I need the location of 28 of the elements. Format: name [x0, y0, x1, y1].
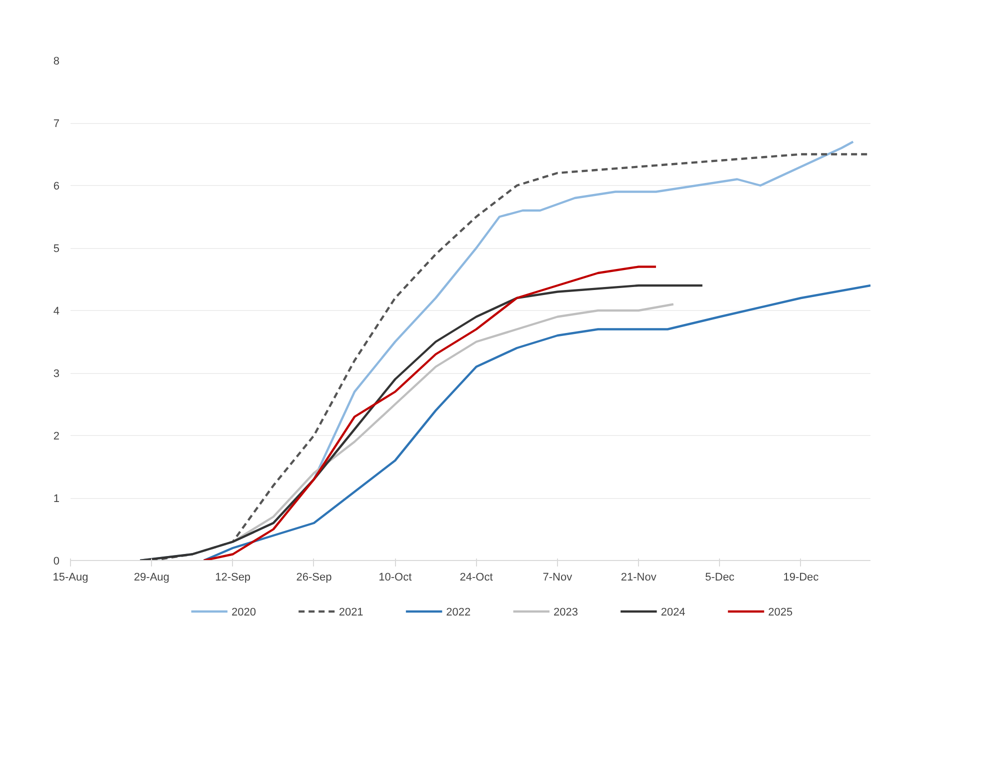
line-series [138, 284, 704, 560]
x-tick-label: 26-Sep [296, 572, 332, 584]
y-tick-label: 5 [53, 243, 60, 255]
x-tick-label: 7-Nov [542, 572, 573, 584]
y-tick-label: 6 [53, 180, 60, 192]
x-tick-label: 19-Dec [783, 572, 820, 584]
y-tick-label: 0 [53, 556, 60, 568]
line-series [202, 266, 658, 560]
x-tick-label: 29-Aug [134, 572, 170, 584]
x-tick-label: 15-Aug [52, 572, 88, 584]
legend-label: 2021 [338, 606, 364, 618]
y-tick-label: 3 [53, 368, 60, 380]
y-tick-label: 8 [53, 56, 60, 68]
legend-label: 2020 [232, 606, 256, 618]
line-series [202, 284, 870, 560]
legend-label: 2023 [554, 606, 578, 618]
x-tick-label: 24-Oct [460, 572, 493, 584]
x-tick-label: 12-Sep [215, 572, 251, 584]
y-tick-label: 2 [53, 430, 60, 442]
y-tick-label: 7 [53, 118, 60, 130]
x-tick-label: 10-Oct [378, 572, 412, 584]
y-tick-label: 4 [53, 306, 60, 318]
x-tick-label: 5-Dec [705, 572, 735, 584]
legend-label: 2024 [660, 606, 686, 618]
y-tick-label: 1 [53, 493, 60, 505]
x-tick-label: 21-Nov [620, 572, 657, 584]
legend-label: 2022 [446, 606, 471, 618]
legend-label: 2025 [768, 606, 793, 618]
